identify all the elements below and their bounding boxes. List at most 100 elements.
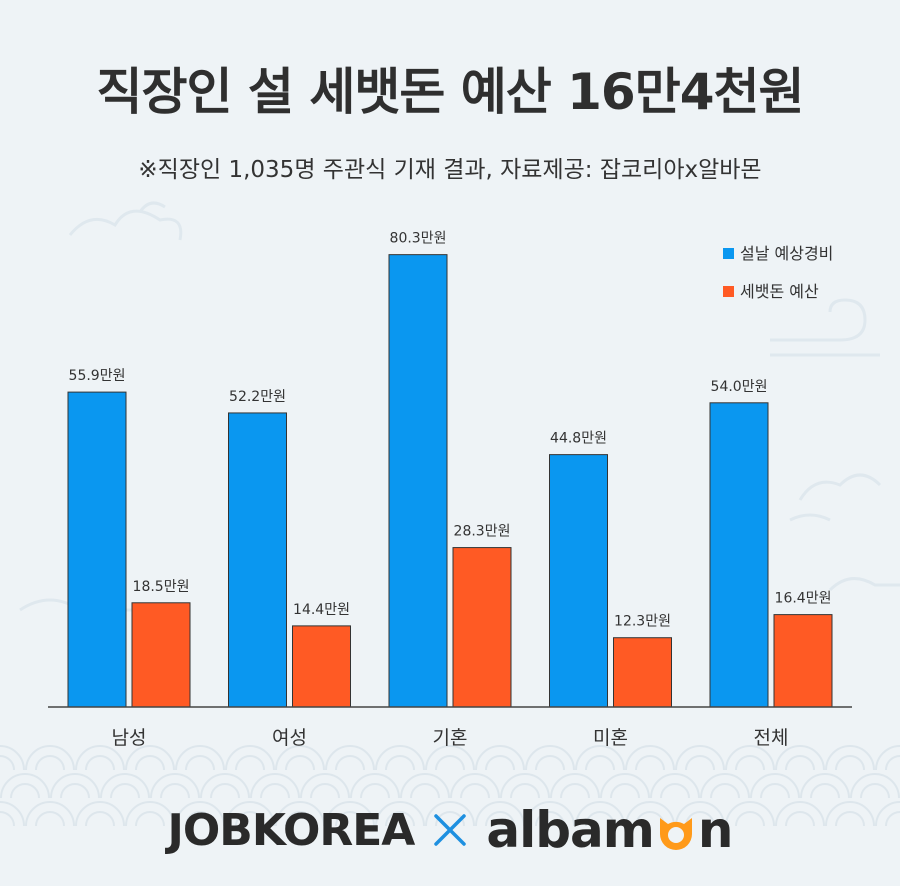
wave-scallop	[25, 801, 75, 827]
data-label: 28.3만원	[454, 524, 511, 540]
data-label: 54.0만원	[711, 379, 768, 395]
wave-scallop	[250, 773, 300, 799]
wave-scallop	[775, 745, 825, 771]
wave-scallop	[825, 745, 875, 771]
wave-scallop	[200, 773, 250, 799]
wave-scallop	[725, 745, 775, 771]
wave-scallop	[575, 801, 625, 827]
wave-scallop	[350, 773, 400, 799]
wave-scallop	[0, 745, 25, 771]
wave-scallop	[100, 773, 150, 799]
wave-scallop	[175, 801, 225, 827]
wave-scallop	[825, 801, 875, 827]
albamon-logo-part-2: m	[602, 801, 655, 859]
wave-scallop	[425, 801, 475, 827]
wave-scallop	[650, 773, 700, 799]
wave-scallop	[850, 773, 900, 799]
cloud-swirl-right-mid	[789, 473, 882, 522]
wave-scallop	[525, 745, 575, 771]
wave-scallop	[775, 801, 825, 827]
x-mark-icon	[434, 814, 467, 846]
cloud-swirl-right	[770, 298, 880, 357]
wave-scallop	[475, 801, 525, 827]
data-label: 12.3만원	[614, 614, 671, 630]
wave-scallop	[225, 801, 275, 827]
wave-scallop	[575, 745, 625, 771]
wave-scallop	[700, 773, 750, 799]
wave-scallop	[675, 745, 725, 771]
data-label: 44.8만원	[550, 431, 607, 447]
data-label: 18.5만원	[133, 579, 190, 595]
wave-scallop	[325, 801, 375, 827]
data-label: 14.4만원	[293, 602, 350, 618]
wave-scallop	[525, 801, 575, 827]
bar-sebaetdon-1	[292, 625, 351, 708]
wave-scallop	[550, 773, 600, 799]
cat-face-icon	[659, 818, 692, 850]
wave-scallop	[0, 801, 25, 827]
data-label: 80.3만원	[390, 231, 447, 247]
bar-expense-0	[67, 391, 127, 708]
category-label: 전체	[754, 727, 789, 749]
wave-scallop	[25, 745, 75, 771]
jobkorea-logo: JOBKOREA	[167, 804, 416, 856]
footer-logos: JOBKOREA alba m n	[0, 795, 900, 865]
wave-scallop	[500, 773, 550, 799]
wave-scallop	[800, 773, 850, 799]
legend-swatch	[723, 248, 734, 259]
category-label: 남성	[112, 727, 147, 749]
wave-scallop	[275, 801, 325, 827]
category-label: 기혼	[433, 727, 468, 749]
bar-sebaetdon-2	[452, 547, 512, 708]
wave-scallop	[275, 745, 325, 771]
legend-label: 설날 예상경비	[740, 244, 833, 263]
wave-scallop	[600, 773, 650, 799]
wave-scallop	[625, 745, 675, 771]
category-label: 여성	[272, 727, 307, 749]
cloud-swirl-right-low	[828, 577, 900, 592]
wave-scallop	[375, 745, 425, 771]
page-title: 직장인 설 세뱃돈 예산 16만4천원	[96, 63, 805, 121]
legend-swatch	[723, 286, 734, 297]
wave-scallop	[300, 773, 350, 799]
wave-scallop	[400, 773, 450, 799]
legend-label: 세뱃돈 예산	[740, 282, 819, 301]
albamon-logo-part-1: alba	[486, 801, 603, 859]
wave-scallop	[0, 773, 50, 799]
wave-scallop	[375, 801, 425, 827]
wave-scallop	[450, 773, 500, 799]
page-subtitle: ※직장인 1,035명 주관식 기재 결과, 자료제공: 잡코리아x알바몬	[138, 157, 762, 183]
bar-sebaetdon-3	[613, 637, 672, 708]
data-label: 16.4만원	[775, 591, 832, 607]
wave-scallop	[225, 745, 275, 771]
wave-scallop	[425, 745, 475, 771]
wave-scallop	[325, 745, 375, 771]
albamon-logo-part-3: n	[697, 801, 734, 859]
wave-scallop	[125, 745, 175, 771]
data-label: 52.2만원	[229, 389, 286, 405]
data-label: 55.9만원	[69, 368, 126, 384]
category-label: 미혼	[593, 727, 628, 749]
wave-scallop	[475, 745, 525, 771]
bar-expense-2	[388, 254, 448, 708]
wave-scallop	[75, 801, 125, 827]
bar-expense-1	[228, 412, 287, 708]
wave-scallop	[725, 801, 775, 827]
wave-scallop	[175, 745, 225, 771]
wave-scallop	[150, 773, 200, 799]
bar-sebaetdon-4	[773, 614, 833, 708]
wave-scallop	[50, 773, 100, 799]
bar-sebaetdon-0	[131, 602, 191, 708]
albamon-logo: alba m n	[486, 801, 734, 859]
wave-scallop	[675, 801, 725, 827]
wave-scallop	[75, 745, 125, 771]
bar-expense-4	[709, 402, 769, 708]
wave-scallop	[875, 801, 900, 827]
wave-scallop	[750, 773, 800, 799]
wave-scallop	[875, 745, 900, 771]
bar-expense-3	[549, 454, 608, 708]
cloud-swirl-top-left	[68, 201, 183, 241]
wave-scallop	[125, 801, 175, 827]
